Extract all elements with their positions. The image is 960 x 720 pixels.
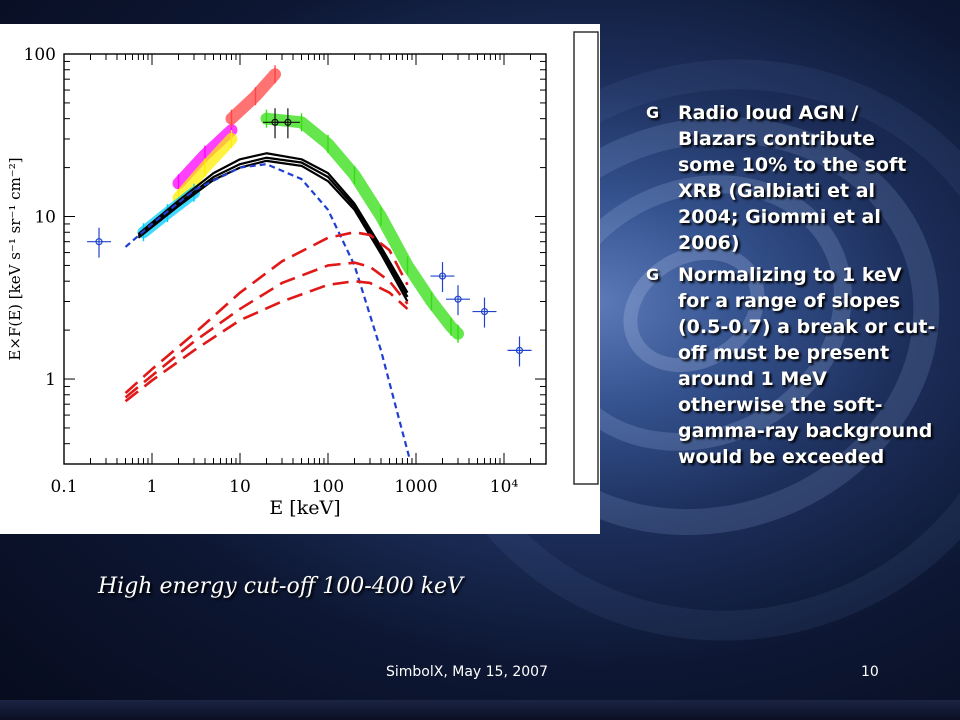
bottom-bar [0,700,960,720]
bullet-icon: G [646,103,660,122]
chart-panel: 0.1 1 10 100 1000 10⁴ 1 10 100 E [keV] E×F(E) [k… [0,24,600,534]
model-curve [124,163,411,460]
x-tick-label: 1000 [394,477,437,497]
x-tick-label: 10 [229,477,251,497]
y-axis-label: E×F(E) [keV s⁻¹ sr⁻¹ cm⁻²] [6,157,24,360]
bullet-text: Radio loud AGN / Blazars contribute some… [678,102,907,254]
data-point [515,346,524,355]
data-points [87,108,532,367]
x-axis-label: E [keV] [269,497,340,519]
bullet-item: G Radio loud AGN / Blazars contribute so… [646,100,936,256]
slide-number: 10 [861,664,879,680]
axis-ticks [63,53,547,465]
spectrum-chart: 0.1 1 10 100 1000 10⁴ 1 10 100 E [keV] E×F(E) [k… [0,24,600,534]
bullet-list: G Radio loud AGN / Blazars contribute so… [646,100,936,476]
bullet-icon: G [646,265,660,284]
plot-background [0,24,600,534]
bullet-item: G Normalizing to 1 keV for a range of sl… [646,262,936,470]
x-tick-label: 0.1 [50,477,77,497]
x-tick-label: 1 [147,477,158,497]
model-curves [124,152,411,460]
plot-area-frame [63,53,547,465]
x-tick-label: 10⁴ [490,477,519,497]
model-curve [124,230,409,394]
y-tick-label: 100 [24,45,56,65]
model-curve [137,152,409,294]
data-point [480,307,489,316]
model-curve [137,159,409,303]
bullet-text: Normalizing to 1 keV for a range of slop… [678,264,936,468]
plot-frame-edge [573,31,599,485]
y-tick-label: 1 [45,370,56,390]
data-point [454,295,462,303]
plot-caption: High energy cut-off 100-400 keV [98,574,463,599]
model-curve [124,261,409,399]
model-curve [124,279,409,403]
footer-text: SimbolX, May 15, 2007 [386,664,548,680]
y-tick-label: 10 [34,208,56,228]
data-point [284,118,292,126]
tick-labels: 0.1 1 10 100 1000 10⁴ 1 10 100 [24,45,519,497]
data-point [95,238,103,246]
data-point [438,272,447,280]
x-tick-label: 100 [312,477,344,497]
